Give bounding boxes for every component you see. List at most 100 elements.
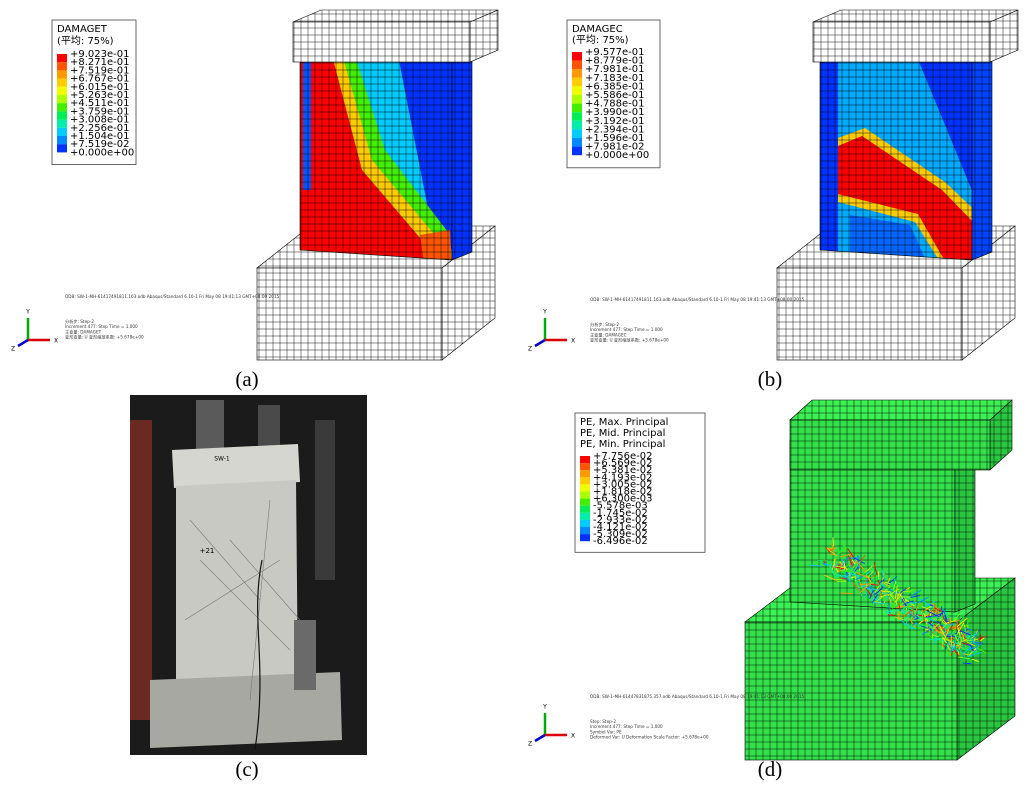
pe-vector	[933, 635, 938, 645]
pe-vector	[924, 625, 931, 632]
pe-vector	[946, 650, 951, 656]
pe-vector	[839, 563, 842, 573]
legend-value: +6.569e-02	[593, 458, 653, 469]
pe-vector	[924, 600, 936, 608]
axis-label: Y	[542, 309, 547, 316]
legend-value: +4.511e-01	[70, 98, 130, 109]
pe-vector	[888, 590, 894, 597]
axis-z	[17, 338, 29, 348]
pe-vector	[870, 584, 879, 586]
legend-value: +3.005e-02	[593, 479, 653, 490]
pe-vector	[952, 645, 956, 650]
box-front-grid	[790, 420, 990, 470]
box-top-grid	[293, 10, 498, 22]
pe-vector	[828, 548, 834, 552]
panel-label: (d)	[758, 757, 783, 781]
box-side-grid	[470, 10, 498, 62]
legend-swatch	[572, 112, 582, 121]
pe-vector	[957, 650, 960, 656]
step-info: Increment 477: Step Time = 1.000	[590, 724, 663, 729]
legend-swatch	[57, 103, 67, 112]
pe-vector	[829, 564, 835, 576]
legend-swatch	[572, 52, 582, 61]
legend-swatch	[572, 138, 582, 147]
pe-vector	[808, 564, 822, 567]
pe-vector	[925, 628, 930, 631]
legend-value: +3.759e-01	[70, 106, 130, 117]
pe-vector	[972, 641, 984, 644]
pe-vector	[840, 566, 845, 569]
legend-title: PE, Min. Principal	[580, 439, 665, 450]
pe-vector	[899, 593, 907, 605]
pe-vector	[894, 585, 898, 599]
pe-vector	[931, 602, 938, 610]
box-side-grid	[442, 226, 495, 360]
legend-swatch	[580, 456, 590, 464]
pe-vector	[963, 646, 972, 655]
pe-vector	[901, 619, 908, 626]
pe-vector	[852, 555, 861, 562]
box-top-grid	[790, 400, 1012, 420]
pe-vector	[874, 585, 880, 594]
pe-vector	[831, 558, 836, 571]
box-front-grid	[745, 622, 957, 760]
panel-label: (a)	[235, 367, 258, 391]
pe-vector	[880, 590, 887, 593]
pe-vector	[927, 621, 934, 627]
pe-vector	[948, 641, 954, 652]
photo-text: +21	[200, 547, 215, 555]
legend-swatch	[57, 78, 67, 87]
pe-vector	[966, 646, 970, 657]
legend-swatch	[580, 470, 590, 478]
box-front-grid	[777, 268, 962, 360]
pe-vector	[898, 603, 901, 612]
pe-vector	[883, 610, 891, 615]
pe-vector	[933, 604, 936, 613]
pe-vector	[865, 587, 869, 599]
pe-vector	[952, 646, 962, 654]
pe-vector	[936, 620, 945, 628]
legend-swatch	[580, 463, 590, 471]
odb-info: ODB: SW-1-MH-61417491811.163.odb Abaqus/…	[65, 294, 280, 299]
legend-value: +5.586e-01	[585, 90, 645, 101]
legend-swatch	[572, 103, 582, 113]
pe-vector	[825, 546, 831, 553]
pe-vector	[831, 543, 835, 554]
pe-vector	[847, 555, 854, 567]
legend-value: +1.596e-01	[585, 133, 645, 144]
legend-swatch	[580, 498, 590, 506]
legend-title: (平均: 75%)	[572, 34, 629, 46]
step-info: Step: Step-2	[590, 719, 616, 724]
odb-info: ODB: SW-1-MH-61417491811.163.odb Abaqus/…	[590, 297, 805, 302]
legend-swatch	[57, 111, 67, 120]
pe-vector	[965, 633, 978, 639]
photo-crack	[189, 519, 261, 601]
pe-vector	[861, 572, 868, 576]
pe-vector	[872, 597, 878, 601]
photo-crack	[229, 539, 301, 621]
pe-vector	[944, 635, 957, 638]
legend-swatch	[572, 146, 582, 156]
legend-value: +7.183e-01	[585, 73, 645, 84]
pe-vector	[872, 601, 886, 605]
axis-label: X	[571, 733, 575, 740]
pe-vector	[934, 608, 940, 614]
legend-value: +8.271e-01	[70, 57, 130, 68]
legend-value: +6.300e-03	[593, 494, 653, 505]
axis-label: X	[571, 338, 575, 345]
model	[744, 399, 1016, 761]
pe-vector	[956, 617, 968, 627]
pe-vector	[964, 638, 979, 642]
wall-grid	[299, 55, 453, 261]
pe-vector	[855, 575, 863, 581]
pe-vector	[908, 601, 917, 604]
photo-crack	[199, 559, 291, 651]
legend-value: +2.394e-01	[585, 124, 645, 135]
pe-vector	[939, 626, 947, 638]
legend-value: +7.519e-02	[70, 139, 130, 150]
pe-vector	[883, 582, 890, 587]
legend-value: -4.121e-02	[593, 522, 648, 533]
pe-vector	[908, 611, 921, 618]
pe-vector	[826, 548, 838, 557]
